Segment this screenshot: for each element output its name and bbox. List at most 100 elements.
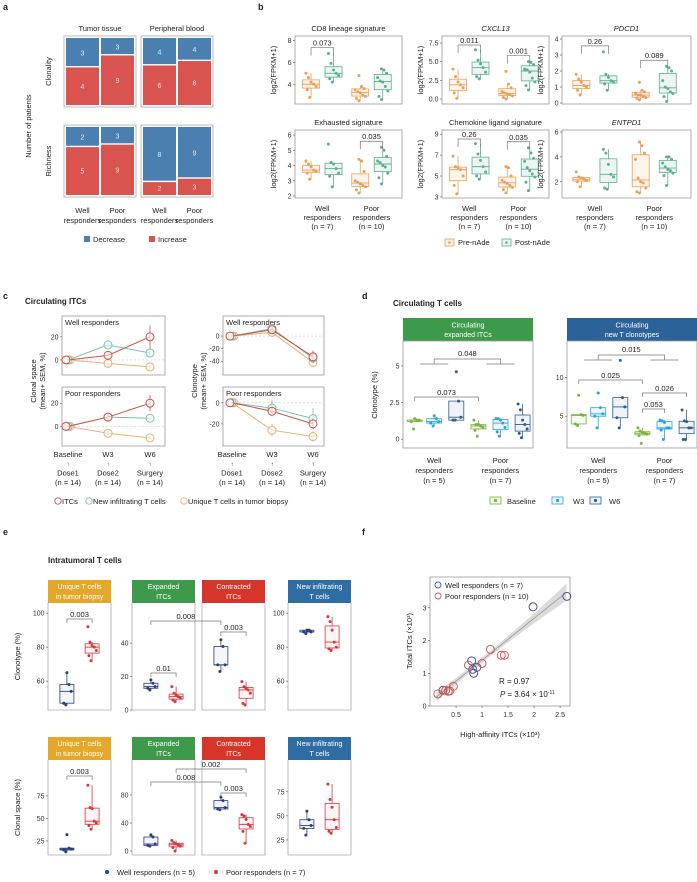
x-category-label: Poor — [187, 206, 203, 215]
data-point — [304, 833, 308, 837]
series-0 — [61, 325, 155, 365]
facet-header — [132, 580, 195, 603]
y-tick-label: 0 — [555, 101, 559, 108]
facet-title: expanded ITCs — [444, 332, 492, 339]
data-point — [644, 186, 648, 190]
data-point — [172, 691, 176, 695]
series-0 — [61, 395, 155, 431]
bar-value-label: 8 — [193, 81, 197, 88]
x-group-label: (n = 10) — [358, 222, 385, 231]
p-value-label: 0.015 — [622, 345, 641, 354]
x-group-label: responders — [304, 213, 342, 222]
data-point — [223, 663, 227, 667]
data-point — [326, 782, 330, 786]
x-group-label: responders — [579, 466, 617, 475]
data-point — [637, 434, 641, 438]
data-point — [667, 426, 671, 430]
box-iqr — [590, 407, 607, 417]
bar-decrease — [66, 127, 99, 146]
data-point — [219, 795, 223, 799]
data-point — [510, 186, 514, 190]
data-point — [518, 408, 522, 412]
x-group-label: responders — [415, 466, 453, 475]
data-point — [530, 76, 534, 80]
data-point — [328, 77, 332, 81]
data-point — [494, 417, 498, 421]
boxplot-well-post — [471, 48, 490, 81]
boxplot-well-post — [599, 147, 618, 191]
boxplot-poor-pre — [631, 140, 650, 195]
data-point — [386, 89, 390, 93]
y-tick-label: 100 — [273, 611, 285, 618]
data-point — [171, 698, 175, 702]
p-label: P — [500, 690, 506, 699]
data-point — [473, 428, 477, 432]
boxplot-poor-pre — [351, 157, 370, 195]
data-point — [461, 86, 465, 90]
boxplot-poor-pre — [498, 69, 517, 101]
boxplot-well-baseline — [406, 417, 423, 431]
data-point — [638, 429, 642, 433]
significance-bracket — [220, 792, 247, 797]
plot-frame — [47, 760, 112, 856]
plot-area — [222, 386, 325, 447]
facet-title: Circulating — [451, 323, 484, 330]
data-point — [665, 184, 669, 188]
y-tick-label: 0 — [216, 400, 220, 407]
data-point — [221, 644, 225, 648]
data-point — [507, 166, 511, 170]
facet-title: Unique T cells — [57, 584, 102, 591]
legend-label: Well responders (n = 5) — [117, 868, 196, 877]
data-point — [308, 432, 318, 442]
data-point — [637, 140, 641, 144]
data-point — [609, 172, 613, 176]
data-point — [606, 162, 610, 166]
bar-decrease — [66, 38, 99, 67]
facet-title: Expanded — [148, 741, 180, 748]
plot-frame — [287, 760, 352, 856]
data-point — [87, 654, 91, 658]
data-point — [307, 76, 310, 80]
data-point — [354, 188, 358, 192]
data-point — [146, 843, 150, 847]
data-point — [314, 84, 318, 88]
boxplot-well-post — [471, 142, 490, 181]
facet-header — [288, 737, 351, 760]
data-point — [382, 68, 386, 72]
facet-header — [403, 318, 533, 341]
data-point — [267, 325, 277, 335]
data-point — [456, 80, 460, 84]
data-point — [635, 96, 639, 100]
box-iqr — [631, 154, 650, 188]
bar-value-label: 5 — [81, 169, 85, 176]
scatter-point-poor — [499, 650, 509, 660]
data-point — [517, 431, 521, 435]
box-iqr — [324, 66, 343, 78]
p-value-label: 0.003 — [70, 610, 89, 619]
legend-dot — [105, 870, 109, 874]
y-tick-label: 0 — [55, 357, 59, 364]
x-tick-label: 1.5 — [503, 712, 513, 719]
legend-label: W3 — [573, 497, 584, 506]
panel-label: b — [258, 2, 264, 12]
y-tick-label: 5 — [288, 148, 292, 155]
data-point — [456, 166, 460, 170]
data-point — [432, 414, 436, 418]
data-point — [661, 161, 665, 165]
data-point — [508, 93, 512, 97]
data-point — [415, 418, 419, 422]
facet-title: ITCs — [156, 751, 171, 758]
legend-dot — [214, 870, 218, 874]
plot-area — [429, 576, 571, 707]
boxplot-well-w3 — [426, 414, 443, 428]
boxplot-poor-pre — [498, 165, 517, 195]
facet-header — [132, 737, 195, 760]
y-tick-label: -20 — [209, 421, 219, 428]
data-point — [305, 88, 309, 92]
data-point — [248, 691, 252, 695]
data-point — [584, 85, 588, 89]
y-tick-label: 0 — [125, 849, 129, 856]
subplot-title: Exhausted signature — [314, 118, 382, 127]
significance-bracket — [220, 631, 247, 636]
data-point — [356, 90, 360, 94]
